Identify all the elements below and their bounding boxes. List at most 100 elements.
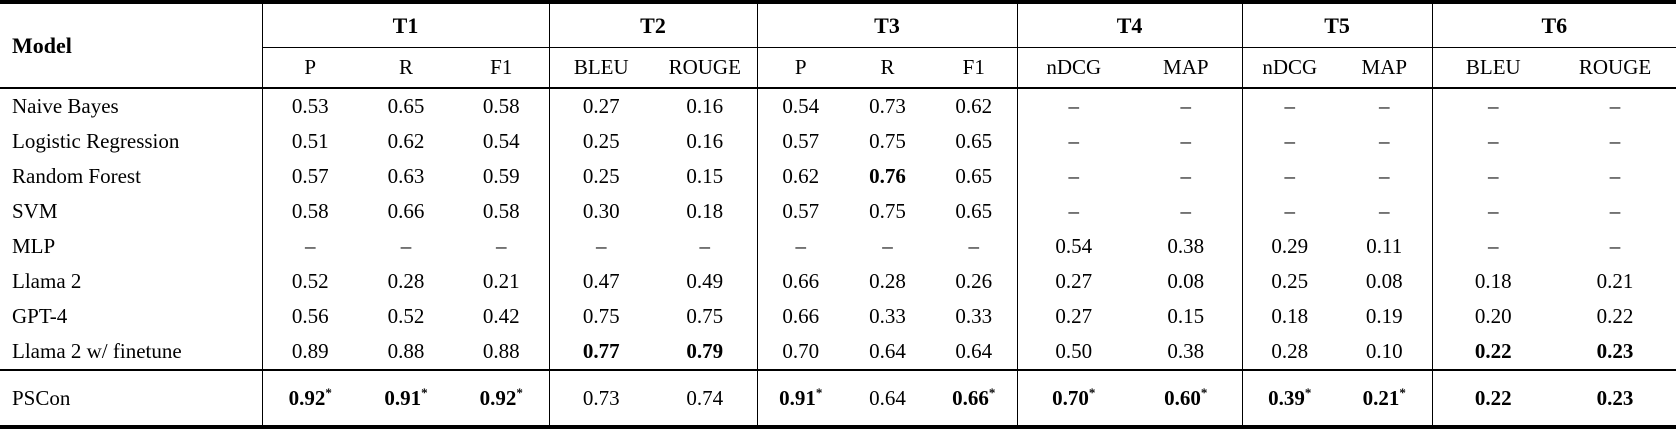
cell-t1-f1: 0.58 (454, 194, 549, 229)
cell-t5-ndcg: – (1241, 88, 1338, 124)
cell-t3-f1: 0.65 (931, 124, 1017, 159)
metric-value: 0.74 (686, 385, 724, 410)
cell-t3-p: 0.57 (756, 194, 845, 229)
cell-t4-map: – (1130, 159, 1242, 194)
metric-value: 0.62 (782, 164, 820, 188)
group-header-t1: T1 (261, 2, 550, 48)
group-header-t5: T5 (1241, 2, 1433, 48)
group-header-t6: T6 (1431, 2, 1676, 48)
metric-value: 0.08 (1365, 269, 1403, 293)
metric-value: 0.64 (869, 339, 906, 363)
metric-value: 0.75 (869, 129, 906, 153)
metric-value: – (1379, 164, 1390, 188)
metric-value: 0.18 (1474, 269, 1512, 293)
metric-value: 0.65 (387, 94, 425, 118)
metric-value: 0.18 (686, 199, 724, 223)
cell-t3-p: 0.66 (756, 299, 845, 334)
cell-t1-r: 0.91* (358, 370, 454, 427)
cell-t1-f1: 0.54 (454, 124, 549, 159)
cell-t5-ndcg: 0.18 (1241, 299, 1338, 334)
metric-value: 0.73 (582, 385, 620, 410)
table-row-pscon: PSCon 0.92* 0.91* 0.92* 0.73 0.74 0.91* 0.64 0.6… (0, 370, 1676, 427)
cell-t2-rouge: 0.79 (653, 334, 758, 371)
metric-value: – (1609, 234, 1621, 258)
metric-value: 0.21 (1362, 385, 1400, 410)
cell-t3-r: 0.33 (844, 299, 931, 334)
metric-value: – (1379, 94, 1390, 118)
cell-t3-p: – (756, 229, 845, 264)
model-name-cell: MLP (12, 234, 56, 258)
metric-value: 0.65 (955, 129, 993, 153)
metric-value: 0.79 (686, 339, 724, 363)
metric-value: 0.75 (582, 304, 620, 328)
metric-value: 0.57 (782, 129, 820, 153)
cell-t2-rouge: 0.74 (653, 370, 757, 427)
cell-t4-map: 0.38 (1130, 229, 1242, 264)
metric-header-t5-ndcg: nDCG (1241, 47, 1338, 89)
metric-value: – (1284, 129, 1296, 153)
metric-header-t2-bleu: BLEU (548, 47, 654, 89)
cell-t1-p: 0.52 (261, 264, 358, 299)
cell-t3-p: 0.62 (756, 159, 845, 194)
cell-t2-bleu: 0.25 (548, 159, 654, 194)
cell-t6-bleu: 0.22 (1431, 334, 1555, 371)
metric-header-t6-rouge: ROUGE (1554, 47, 1676, 89)
significance-star: * (988, 384, 996, 400)
table-row-llama-2-w-finetune: Llama 2 w/ finetune 0.89 0.88 0.88 0.77 0.79 0… (0, 334, 1676, 371)
metric-value: – (305, 234, 316, 258)
model-name-cell: PSCon (12, 385, 71, 410)
cell-t3-r: 0.73 (844, 88, 931, 124)
metric-value: 0.33 (955, 304, 993, 328)
metric-value: 0.88 (482, 339, 520, 363)
cell-t5-ndcg: 0.25 (1241, 264, 1338, 299)
metric-value: – (1180, 199, 1192, 223)
cell-t4-ndcg: – (1016, 194, 1131, 229)
cell-t3-p: 0.70 (756, 334, 845, 371)
cell-t2-bleu: 0.75 (548, 299, 654, 334)
metric-value: – (1488, 94, 1499, 118)
metric-value: 0.70 (1052, 385, 1089, 410)
cell-t2-rouge: 0.16 (653, 88, 757, 124)
metric-header-t3-p: P (756, 47, 845, 89)
metric-value: 0.38 (1167, 234, 1205, 258)
cell-t1-f1: 0.92* (454, 370, 549, 427)
metric-value: – (1379, 129, 1390, 153)
cell-t2-bleu: 0.73 (548, 370, 654, 427)
metric-value: 0.25 (1271, 269, 1309, 293)
cell-t6-rouge: – (1554, 88, 1676, 124)
cell-t2-bleu: 0.47 (548, 264, 654, 299)
cell-t4-ndcg: 0.27 (1016, 299, 1131, 334)
metric-value: 0.21 (482, 269, 520, 293)
cell-t6-rouge: 0.21 (1554, 264, 1676, 299)
metric-value: 0.52 (291, 269, 329, 293)
metric-value: 0.62 (955, 94, 993, 118)
cell-t2-rouge: 0.75 (653, 299, 757, 334)
cell-t1-p: – (261, 229, 358, 264)
cell-t6-bleu: – (1431, 194, 1555, 229)
metric-value: 0.65 (955, 164, 993, 188)
metric-value: 0.53 (291, 94, 329, 118)
metric-value: 0.66 (782, 304, 820, 328)
metric-value: – (1609, 94, 1621, 118)
metric-value: 0.28 (1271, 339, 1309, 363)
metric-value: – (1180, 164, 1192, 188)
metric-value: 0.42 (482, 304, 520, 328)
metric-value: 0.57 (782, 199, 820, 223)
metric-value: 0.54 (782, 94, 820, 118)
metric-value: 0.23 (1596, 339, 1634, 363)
group-header-t4: T4 (1016, 2, 1243, 48)
cell-t2-rouge: 0.49 (653, 264, 757, 299)
metric-value: 0.57 (291, 164, 329, 188)
metric-value: 0.66 (952, 385, 989, 410)
significance-star: * (1304, 384, 1312, 400)
cell-t4-ndcg: 0.50 (1016, 334, 1131, 371)
metric-value: – (496, 234, 507, 258)
model-column-header: Model (0, 2, 263, 89)
metric-value: 0.22 (1474, 385, 1512, 410)
metric-value: – (1284, 199, 1296, 223)
cell-t6-rouge: 0.23 (1554, 334, 1676, 371)
cell-t1-f1: 0.88 (454, 334, 550, 371)
cell-t2-rouge: – (653, 229, 757, 264)
